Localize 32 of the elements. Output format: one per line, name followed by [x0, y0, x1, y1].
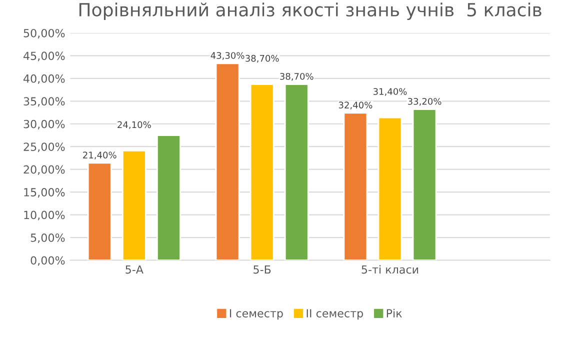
bar — [156, 134, 181, 260]
x-tick-label: 5-А — [126, 265, 144, 274]
bar — [250, 84, 274, 260]
bar — [378, 116, 402, 260]
data-label: 38,70% — [280, 72, 314, 81]
legend-label: І семестр — [230, 309, 283, 320]
data-label: 38,70% — [246, 54, 279, 63]
legend-label: ІІ семестр — [306, 309, 363, 320]
y-tick-label: 10,00% — [24, 210, 65, 220]
chart-title: Порівняльний аналіз якості знань учнів 5 класів — [79, 2, 542, 20]
y-tick-label: 5,00% — [30, 233, 65, 244]
data-label: 24,10% — [118, 121, 151, 130]
y-tick-label: 20,00% — [24, 165, 65, 175]
data-label: 33,20% — [408, 98, 442, 106]
y-tick-label: 40,00% — [24, 74, 65, 84]
y-tick-label: 25,00% — [24, 142, 65, 152]
y-tick-label: 50,00% — [24, 28, 65, 38]
y-tick-label: 35,00% — [24, 97, 65, 107]
y-tick-label: 15,00% — [24, 188, 65, 198]
data-label: 31,40% — [373, 88, 407, 96]
y-tick-label: 45,00% — [24, 52, 65, 62]
x-tick-label: 5-ті класи — [362, 265, 418, 274]
y-tick-label: 0,00% — [30, 256, 65, 266]
legend-label: Рік — [386, 308, 402, 318]
data-label: 21,40% — [83, 152, 116, 160]
data-label: 43,30% — [210, 52, 244, 60]
y-tick-label: 30,00% — [24, 120, 65, 130]
data-label: 32,40% — [338, 102, 372, 110]
bar — [343, 112, 368, 260]
bar — [122, 150, 146, 260]
x-tick-label: 5-Б — [254, 265, 271, 274]
bar — [87, 162, 112, 260]
